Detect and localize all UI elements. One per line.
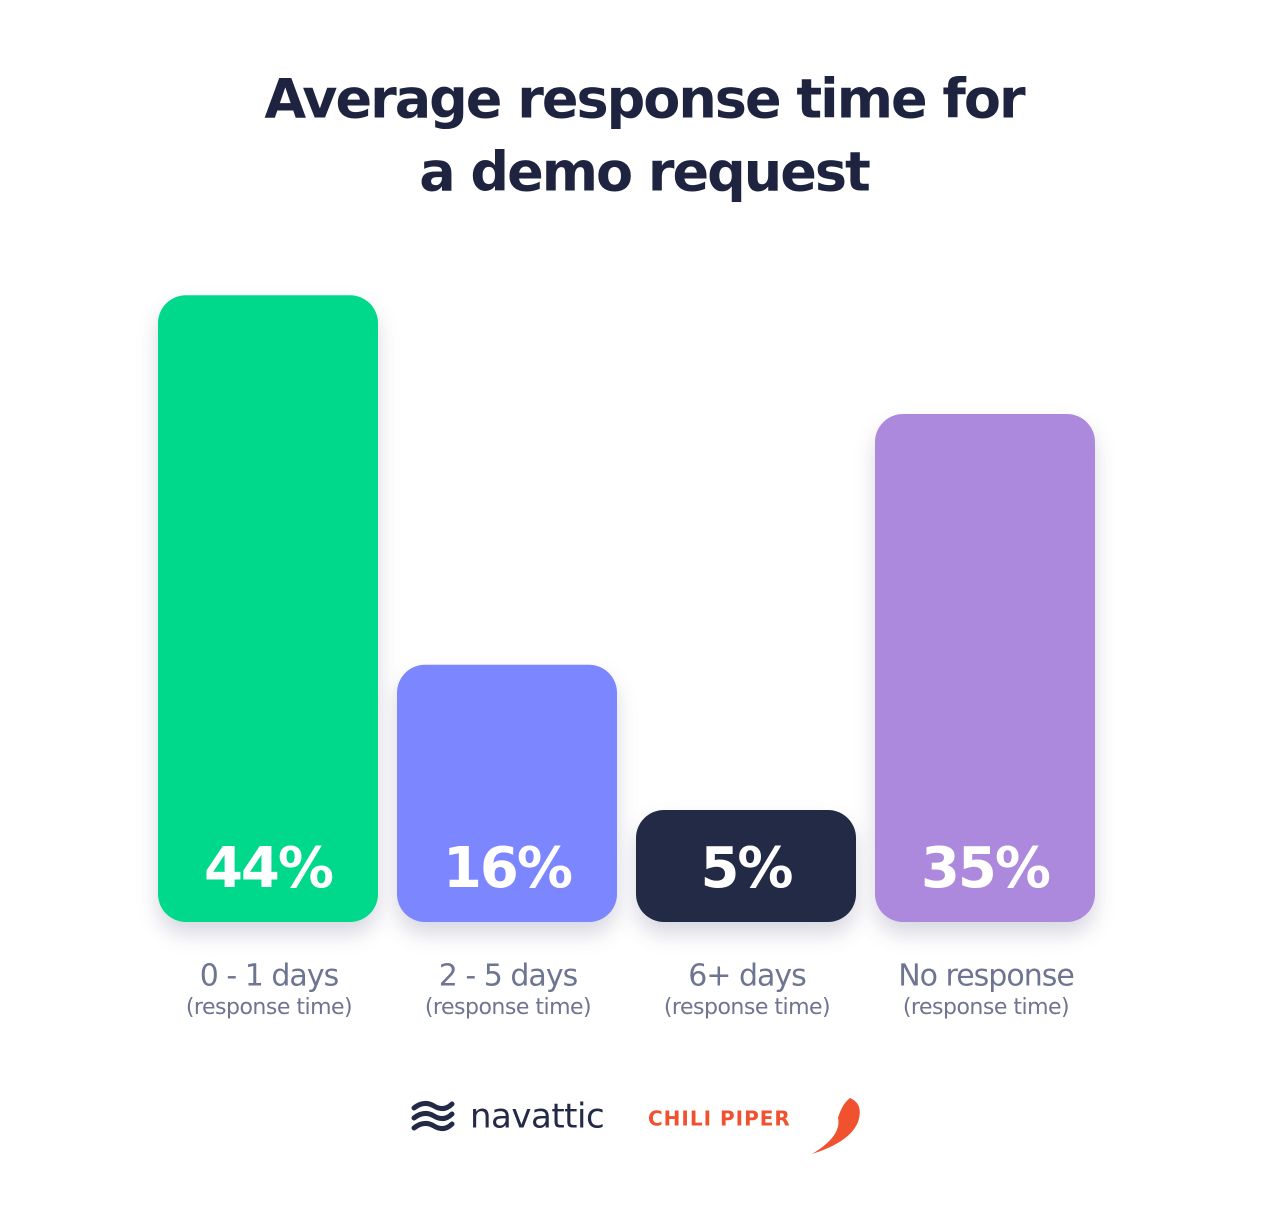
bar xyxy=(158,295,378,922)
navattic-logo: navattic xyxy=(411,1097,605,1137)
bar xyxy=(397,664,617,922)
x-tick-label: 2 - 5 days xyxy=(439,959,578,994)
x-tick-note: (response time) xyxy=(425,995,591,1020)
x-tick-note: (response time) xyxy=(664,995,830,1020)
x-tick-label: 0 - 1 days xyxy=(200,959,339,994)
chili-piper-logo: CHILI PIPER xyxy=(648,1098,860,1154)
x-tick-note: (response time) xyxy=(903,995,1069,1020)
chart-title: Average response time for xyxy=(264,68,1026,131)
data-label: 5% xyxy=(700,836,792,901)
x-tick-label: No response xyxy=(898,959,1074,994)
data-label: 16% xyxy=(443,836,572,901)
data-label: 44% xyxy=(204,836,333,901)
chart-title: a demo request xyxy=(419,141,870,204)
logo-text: CHILI PIPER xyxy=(648,1107,791,1131)
pepper-icon xyxy=(812,1098,860,1154)
navattic-icon xyxy=(411,1100,455,1132)
data-label: 35% xyxy=(921,836,1050,901)
bar xyxy=(636,810,856,922)
bar xyxy=(875,414,1095,922)
x-tick-note: (response time) xyxy=(186,995,352,1020)
logo-text: navattic xyxy=(470,1097,604,1137)
x-tick-label: 6+ days xyxy=(688,959,806,994)
